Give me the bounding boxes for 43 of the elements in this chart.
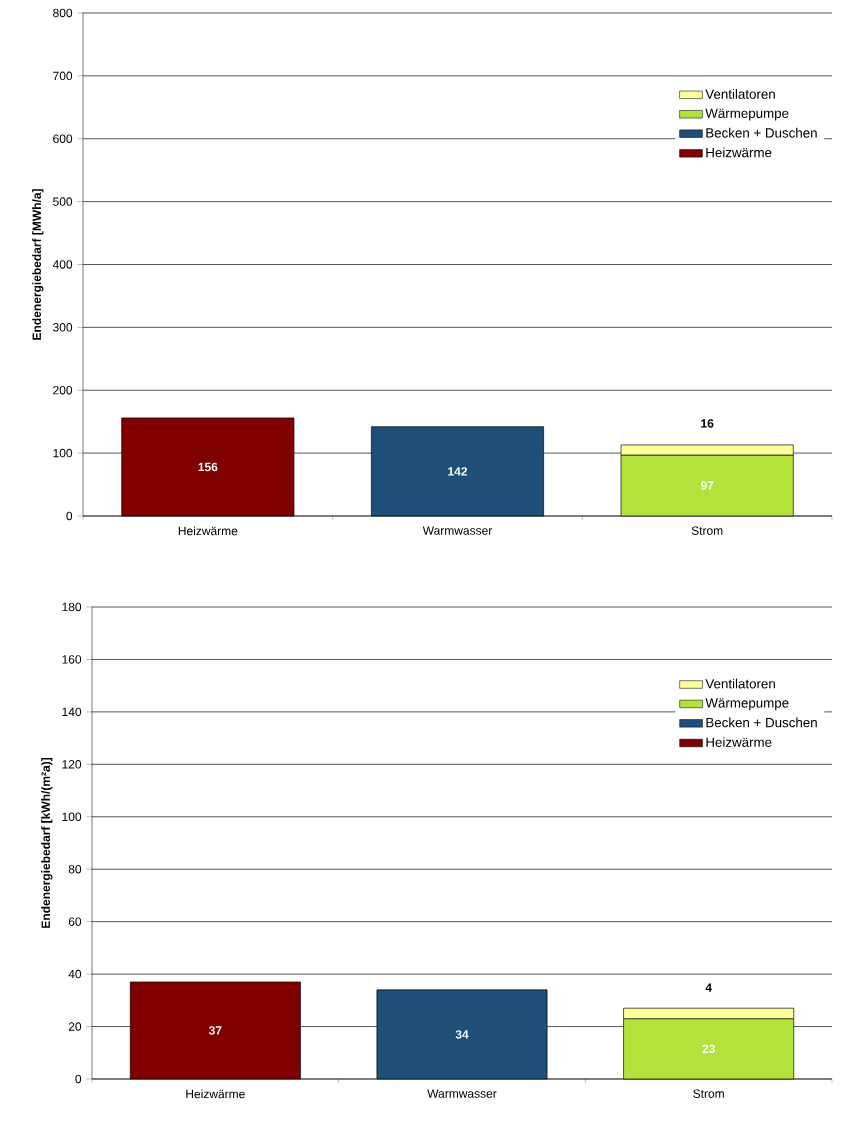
y-tick-label: 140 [62, 707, 82, 717]
data-label: 4 [705, 983, 712, 992]
x-tick-label: Warmwasser [422, 526, 493, 535]
data-label: 37 [208, 1026, 222, 1035]
legend-label: Wärmepumpe [705, 108, 789, 121]
legend-label: Ventilatoren [705, 678, 775, 689]
x-tick-label: Strom [691, 526, 723, 535]
data-label: 23 [702, 1044, 715, 1054]
y-tick-label: 200 [53, 385, 73, 395]
y-tick-label: 40 [68, 969, 82, 979]
y-tick-label: 120 [62, 760, 82, 769]
data-label: 142 [448, 467, 468, 476]
data-label: 16 [701, 419, 714, 428]
y-tick-label: 60 [68, 917, 82, 926]
y-axis-title: Endenergiebedarf [kWh/(m²a)] [41, 758, 53, 928]
y-tick-label: 20 [68, 1022, 82, 1031]
data-label: 97 [700, 481, 714, 490]
y-tick-label: 0 [66, 511, 73, 521]
y-tick-label: 700 [53, 71, 73, 81]
y-tick-label: 180 [62, 602, 82, 612]
y-tick-label: 500 [53, 197, 73, 206]
y-tick-label: 100 [53, 448, 73, 458]
x-tick-label: Heizwärme [178, 526, 238, 536]
x-tick-label: Heizwärme [186, 1089, 245, 1099]
legend-label: Becken + Duschen [706, 127, 817, 138]
y-tick-label: 160 [62, 655, 82, 664]
y-tick-label: 0 [75, 1074, 82, 1084]
legend-label: Ventilatoren [705, 89, 775, 99]
y-tick-label: 80 [68, 864, 82, 874]
legend-label: Becken + Duschen [706, 717, 817, 728]
y-tick-label: 300 [53, 323, 73, 332]
y-axis-title: Endenergiebedarf [MWh/a] [32, 189, 44, 340]
x-tick-label: Strom [693, 1089, 724, 1098]
data-label: 156 [198, 462, 218, 472]
legend-label: Heizwärme [706, 737, 772, 747]
y-tick-label: 400 [52, 260, 73, 269]
legend-label: Wärmepumpe [705, 698, 789, 711]
y-tick-label: 100 [62, 812, 82, 822]
y-tick-label: 600 [53, 134, 73, 143]
y-tick-label: 800 [53, 8, 73, 18]
x-tick-label: Warmwasser [427, 1089, 497, 1098]
legend-label: Heizwärme [706, 147, 772, 158]
data-label: 34 [455, 1030, 469, 1039]
